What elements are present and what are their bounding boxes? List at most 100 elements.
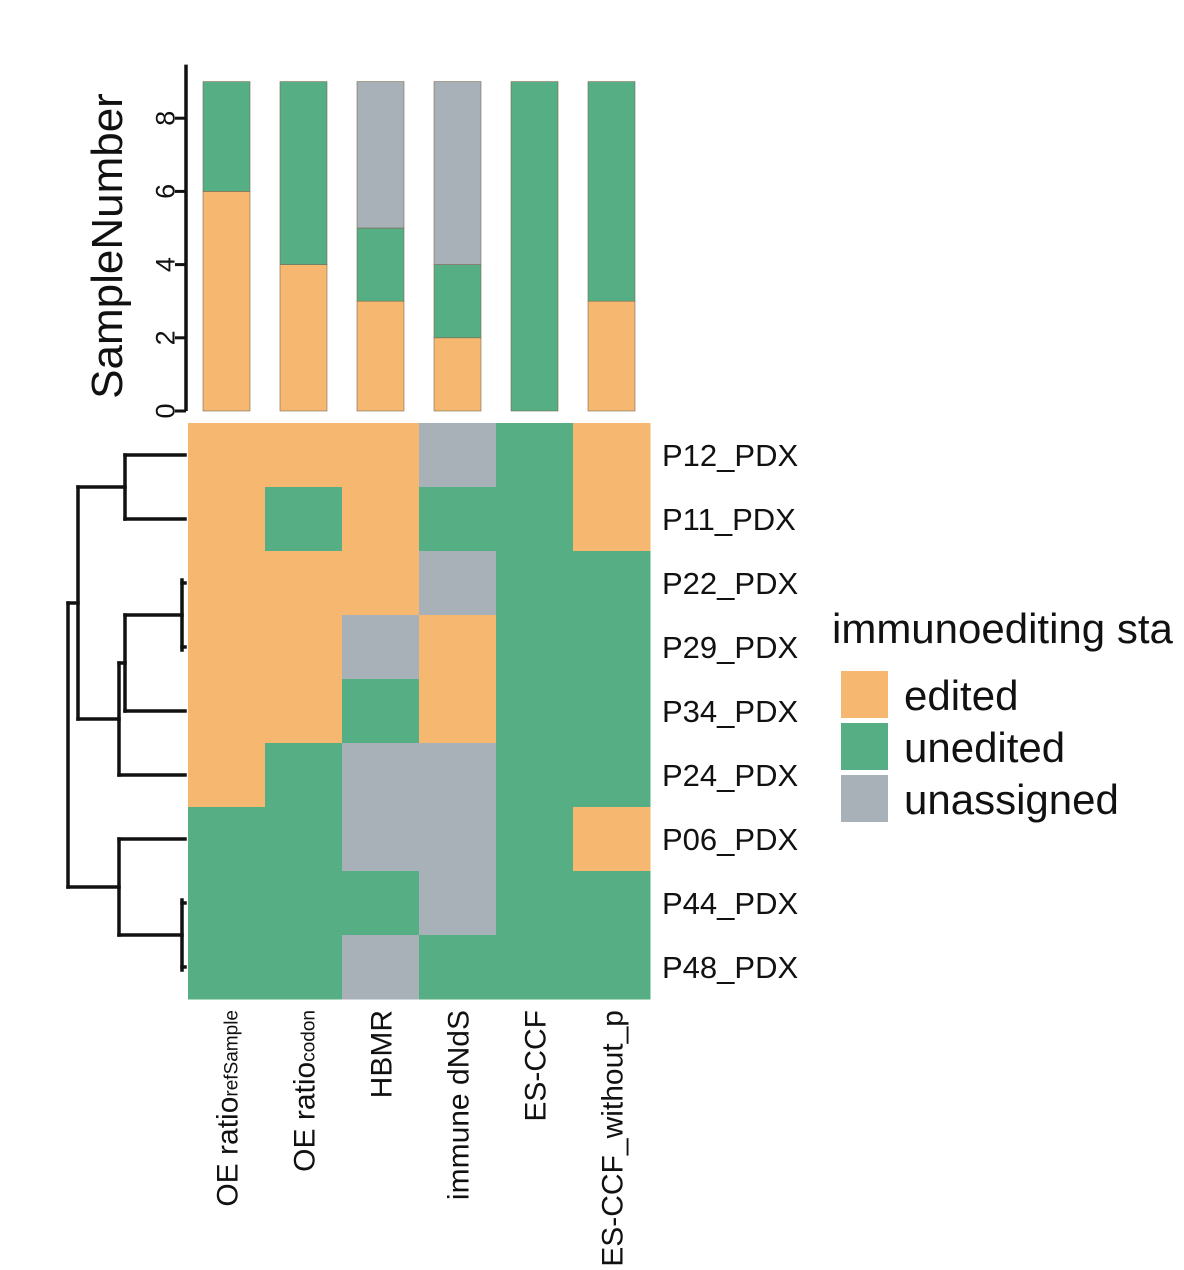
heatmap-cell-unedited <box>342 679 420 744</box>
heatmap-cell-unedited <box>496 871 574 936</box>
heatmap-cell-edited <box>188 615 266 680</box>
heatmap-cell-unedited <box>188 871 266 936</box>
bar-segment-unedited <box>356 227 405 302</box>
heatmap-cell-unassigned <box>342 615 420 680</box>
heatmap-cell-unedited <box>265 935 343 1000</box>
column-label: OE ratiorefSample <box>212 1010 245 1207</box>
legend-swatch-unassigned <box>841 775 888 822</box>
heatmap <box>188 423 651 1000</box>
column-label: HBMR <box>366 1010 399 1098</box>
heatmap-cell-unedited <box>496 935 574 1000</box>
heatmap-cell-unassigned <box>419 423 497 488</box>
row-label: P48_PDX <box>662 950 798 985</box>
row-label: P11_PDX <box>662 502 796 537</box>
heatmap-cell-edited <box>188 679 266 744</box>
column-label-main: ES-CCF_without_p <box>597 1010 630 1267</box>
column-label: ES-CCF_without_p <box>597 1010 630 1267</box>
heatmap-cell-edited <box>342 551 420 616</box>
heatmap-cell-unassigned <box>419 807 497 872</box>
bar-segment-unedited <box>433 264 482 339</box>
row-label: P22_PDX <box>662 566 798 601</box>
heatmap-cell-unedited <box>496 743 574 808</box>
heatmap-cell-unedited <box>188 807 266 872</box>
heatmap-cell-unassigned <box>342 935 420 1000</box>
column-label: OE ratiocodon <box>289 1010 322 1172</box>
column-label-main: OE ratio <box>212 1097 245 1207</box>
column-label: immune dNdS <box>443 1010 476 1200</box>
heatmap-cell-unedited <box>419 935 497 1000</box>
heatmap-cell-edited <box>419 615 497 680</box>
bar-segment-unedited <box>510 81 559 412</box>
heatmap-cell-edited <box>265 423 343 488</box>
heatmap-cell-unassigned <box>419 871 497 936</box>
bar-segment-unedited <box>279 81 328 265</box>
legend-swatch-edited <box>841 671 888 718</box>
row-dendrogram <box>66 453 187 972</box>
row-label: P06_PDX <box>662 822 798 857</box>
heatmap-cell-unedited <box>573 871 651 936</box>
bar-segment-edited <box>356 300 405 412</box>
bar-segment-edited <box>279 264 328 412</box>
heatmap-cell-unedited <box>573 935 651 1000</box>
bar-segment-unedited <box>587 81 636 302</box>
heatmap-cell-unedited <box>496 423 574 488</box>
column-label: ES-CCF <box>520 1010 553 1122</box>
heatmap-cell-edited <box>573 807 651 872</box>
row-label: P34_PDX <box>662 694 798 729</box>
bar-segment-edited <box>202 191 251 412</box>
column-label-main: HBMR <box>366 1010 399 1098</box>
row-label: P44_PDX <box>662 886 798 921</box>
y-tick-label: 0 <box>150 403 180 418</box>
heatmap-cell-unedited <box>496 807 574 872</box>
y-tick-label: 4 <box>150 257 180 272</box>
row-label: P24_PDX <box>662 758 798 793</box>
column-label-main: ES-CCF <box>520 1010 553 1122</box>
legend-label: unassigned <box>904 776 1119 823</box>
heatmap-cell-unedited <box>265 487 343 552</box>
bar-segment-unedited <box>202 81 251 192</box>
row-labels: P12_PDX P11_PDX P22_PDX P29_PDX P34_PDX P24_P… <box>662 438 798 985</box>
legend-title: immunoediting sta <box>832 605 1173 652</box>
bar-segment-edited <box>587 300 636 412</box>
legend: immunoediting sta edited unedited unassign… <box>832 605 1173 823</box>
column-label-main: immune dNdS <box>443 1010 476 1200</box>
heatmap-cell-unedited <box>496 487 574 552</box>
heatmap-cell-unassigned <box>342 743 420 808</box>
row-label: P29_PDX <box>662 630 798 665</box>
heatmap-cell-unedited <box>496 551 574 616</box>
heatmap-cell-edited <box>573 423 651 488</box>
bar-segment-unassigned <box>433 81 482 265</box>
y-axis: SampleNumber 0 2 4 6 8 <box>83 64 188 419</box>
heatmap-cell-edited <box>188 551 266 616</box>
heatmap-cell-unedited <box>573 743 651 808</box>
heatmap-cell-unedited <box>265 807 343 872</box>
heatmap-cell-unedited <box>265 743 343 808</box>
y-axis-label: SampleNumber <box>83 93 132 399</box>
bar-segment-unassigned <box>356 81 405 229</box>
heatmap-cell-unedited <box>342 871 420 936</box>
y-tick-label: 2 <box>150 330 180 345</box>
heatmap-cell-unassigned <box>419 551 497 616</box>
legend-label: edited <box>904 672 1018 719</box>
row-label: P12_PDX <box>662 438 798 473</box>
heatmap-cell-unedited <box>496 679 574 744</box>
heatmap-cell-unassigned <box>342 807 420 872</box>
heatmap-cell-edited <box>342 423 420 488</box>
heatmap-cell-unedited <box>573 551 651 616</box>
heatmap-cell-unedited <box>419 487 497 552</box>
heatmap-cell-edited <box>188 487 266 552</box>
heatmap-cell-unassigned <box>419 743 497 808</box>
heatmap-cell-edited <box>573 487 651 552</box>
heatmap-cell-unedited <box>573 679 651 744</box>
legend-swatch-unedited <box>841 723 888 770</box>
heatmap-cell-edited <box>419 679 497 744</box>
heatmap-cell-unedited <box>573 615 651 680</box>
column-label-subscript: codon <box>299 1010 320 1062</box>
column-label-subscript: refSample <box>222 1010 243 1097</box>
y-tick-label: 6 <box>150 184 180 199</box>
stacked-bar-chart <box>202 81 636 412</box>
heatmap-cell-edited <box>188 423 266 488</box>
heatmap-cell-unedited <box>265 871 343 936</box>
